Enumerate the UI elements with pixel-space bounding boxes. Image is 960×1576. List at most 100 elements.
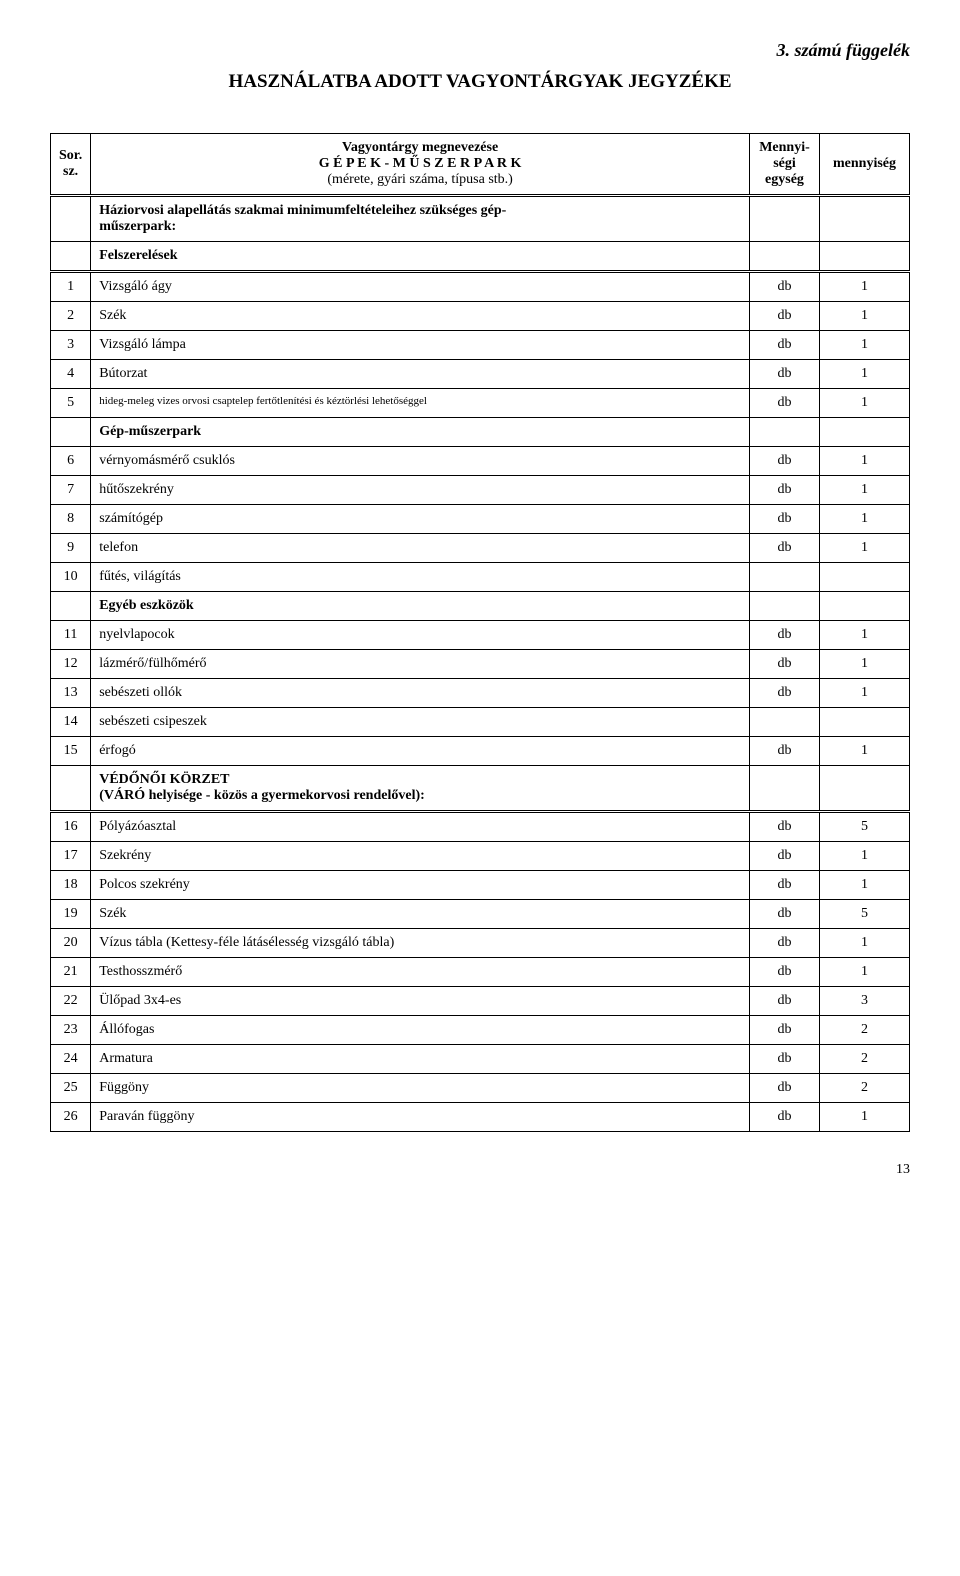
table-cell: Armatura (91, 1045, 750, 1074)
table-cell: 1 (820, 621, 910, 650)
appendix-label: 3. számú függelék (50, 40, 910, 61)
asset-table: Sor. sz. Vagyontárgy megnevezése G É P E… (50, 133, 910, 1132)
table-cell: VÉDŐNŐI KÖRZET(VÁRÓ helyisége - közös a … (91, 766, 750, 812)
header-name: Vagyontárgy megnevezése G É P E K - M Ű … (91, 134, 750, 196)
table-cell: db (750, 447, 820, 476)
table-row: 14sebészeti csipeszek (51, 708, 910, 737)
table-cell: érfogó (91, 737, 750, 766)
table-cell: 1 (820, 650, 910, 679)
header-name-line2: G É P E K - M Ű S Z E R P A R K (99, 156, 741, 172)
table-cell: 3 (820, 987, 910, 1016)
table-cell: 25 (51, 1074, 91, 1103)
table-cell (820, 196, 910, 242)
header-name-line3: (mérete, gyári száma, típusa stb.) (99, 172, 741, 188)
header-name-line1: Vagyontárgy megnevezése (99, 140, 741, 156)
table-cell: db (750, 1016, 820, 1045)
table-cell: 8 (51, 505, 91, 534)
table-cell: 1 (820, 871, 910, 900)
table-row: 2Székdb1 (51, 302, 910, 331)
table-cell: db (750, 1045, 820, 1074)
table-row: 21Testhosszmérődb1 (51, 958, 910, 987)
table-cell (51, 196, 91, 242)
table-row: 15érfogódb1 (51, 737, 910, 766)
header-qty: mennyiség (820, 134, 910, 196)
table-cell: 5 (51, 389, 91, 418)
table-cell: 22 (51, 987, 91, 1016)
table-cell: 1 (820, 360, 910, 389)
table-cell: 11 (51, 621, 91, 650)
table-cell: 10 (51, 563, 91, 592)
table-cell (750, 708, 820, 737)
page-title: HASZNÁLATBA ADOTT VAGYONTÁRGYAK JEGYZÉKE (50, 71, 910, 93)
table-cell: db (750, 900, 820, 929)
table-cell: hűtőszekrény (91, 476, 750, 505)
table-cell: db (750, 650, 820, 679)
table-cell: db (750, 737, 820, 766)
table-cell: 19 (51, 900, 91, 929)
table-cell: Polcos szekrény (91, 871, 750, 900)
table-row: 9telefondb1 (51, 534, 910, 563)
table-cell: Ülőpad 3x4-es (91, 987, 750, 1016)
table-cell: db (750, 1074, 820, 1103)
table-cell: vérnyomásmérő csuklós (91, 447, 750, 476)
table-cell: 2 (820, 1016, 910, 1045)
table-cell: 12 (51, 650, 91, 679)
table-cell: Felszerelések (91, 242, 750, 272)
table-row: Egyéb eszközök (51, 592, 910, 621)
table-cell: 2 (51, 302, 91, 331)
table-cell: 1 (820, 302, 910, 331)
table-cell: 26 (51, 1103, 91, 1132)
table-cell: lázmérő/fülhőmérő (91, 650, 750, 679)
header-row: Sor. sz. Vagyontárgy megnevezése G É P E… (51, 134, 910, 196)
table-cell: db (750, 272, 820, 302)
table-row: 6vérnyomásmérő csuklósdb1 (51, 447, 910, 476)
table-cell: 1 (820, 1103, 910, 1132)
page-number: 13 (50, 1162, 910, 1178)
table-cell: Pólyázóasztal (91, 812, 750, 842)
table-row: 23Állófogasdb2 (51, 1016, 910, 1045)
table-cell: 7 (51, 476, 91, 505)
table-cell: hideg-meleg vizes orvosi csaptelep fertő… (91, 389, 750, 418)
table-cell: 20 (51, 929, 91, 958)
table-cell: 1 (820, 272, 910, 302)
table-cell (750, 766, 820, 812)
table-cell: db (750, 534, 820, 563)
table-row: 11nyelvlapocokdb1 (51, 621, 910, 650)
table-cell: 18 (51, 871, 91, 900)
table-cell: Függöny (91, 1074, 750, 1103)
table-cell (750, 242, 820, 272)
table-cell: db (750, 389, 820, 418)
table-row: 24Armaturadb2 (51, 1045, 910, 1074)
table-cell: db (750, 812, 820, 842)
table-cell: 14 (51, 708, 91, 737)
table-cell: Egyéb eszközök (91, 592, 750, 621)
table-row: 22Ülőpad 3x4-esdb3 (51, 987, 910, 1016)
table-cell: 16 (51, 812, 91, 842)
table-cell: db (750, 871, 820, 900)
table-cell: 1 (820, 447, 910, 476)
table-cell: Szekrény (91, 842, 750, 871)
table-row: 3Vizsgáló lámpadb1 (51, 331, 910, 360)
table-cell: db (750, 302, 820, 331)
table-cell (820, 708, 910, 737)
table-cell (750, 196, 820, 242)
table-cell: 1 (820, 331, 910, 360)
table-cell: db (750, 958, 820, 987)
table-cell: Paraván függöny (91, 1103, 750, 1132)
table-cell: db (750, 331, 820, 360)
table-cell: 5 (820, 900, 910, 929)
table-cell: db (750, 621, 820, 650)
table-cell: 23 (51, 1016, 91, 1045)
table-cell (750, 563, 820, 592)
table-cell: számítógép (91, 505, 750, 534)
table-cell: telefon (91, 534, 750, 563)
table-row: 20Vízus tábla (Kettesy-féle látásélesség… (51, 929, 910, 958)
table-cell: 1 (820, 737, 910, 766)
table-row: 1Vizsgáló ágydb1 (51, 272, 910, 302)
table-row: 4Bútorzatdb1 (51, 360, 910, 389)
table-cell: 15 (51, 737, 91, 766)
table-row: 7hűtőszekrénydb1 (51, 476, 910, 505)
table-cell: 1 (820, 958, 910, 987)
table-cell: 24 (51, 1045, 91, 1074)
table-cell: 2 (820, 1074, 910, 1103)
